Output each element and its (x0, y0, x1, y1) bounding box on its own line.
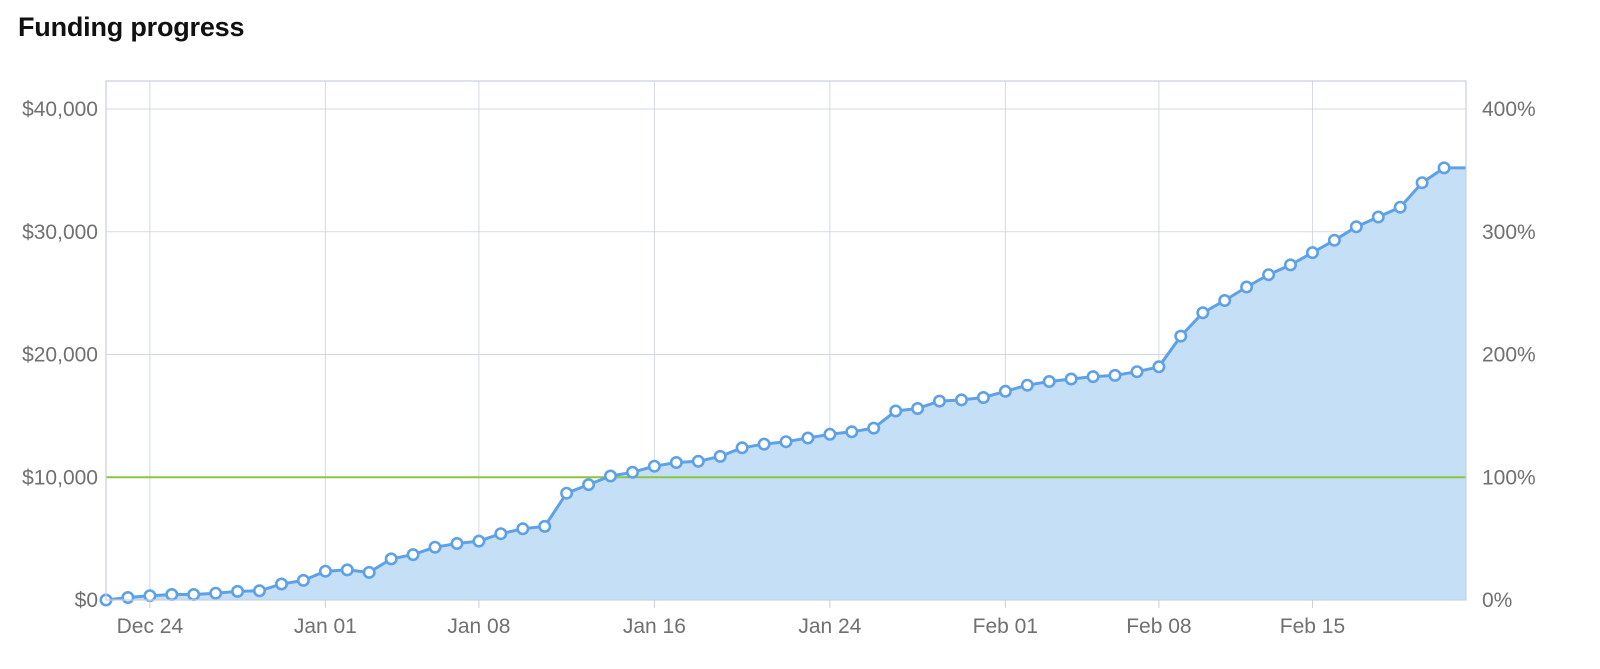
y-tick-label: $20,000 (22, 344, 98, 367)
data-point (1152, 360, 1166, 374)
y-tick-label: $30,000 (22, 221, 98, 244)
chart-title: Funding progress (18, 12, 245, 42)
data-point (779, 435, 793, 449)
data-point (647, 459, 661, 473)
data-point (274, 577, 288, 591)
data-point (560, 486, 574, 500)
data-point (406, 548, 420, 562)
data-point (1174, 329, 1188, 343)
data-point (1437, 161, 1451, 175)
x-tick-label: Jan 16 (623, 615, 686, 638)
y2-tick-label: 300% (1482, 221, 1536, 244)
x-tick-label: Feb 15 (1280, 615, 1345, 638)
data-point (582, 478, 596, 492)
y-tick-label: $40,000 (22, 98, 98, 121)
x-tick-label: Dec 24 (117, 615, 184, 638)
data-point (1306, 246, 1320, 260)
data-point (472, 534, 486, 548)
data-point (384, 552, 398, 566)
data-point (603, 469, 617, 483)
data-point (713, 449, 727, 463)
data-point (932, 394, 946, 408)
y-axis-left: $0 $10,000 $20,000 $30,000 $40,000 (22, 98, 98, 612)
data-point (209, 586, 223, 600)
data-point (1240, 280, 1254, 294)
x-tick-label: Feb 08 (1126, 615, 1191, 638)
data-point (1130, 365, 1144, 379)
data-point (165, 587, 179, 601)
data-point (1218, 293, 1232, 307)
data-point (1042, 374, 1056, 388)
data-point (823, 427, 837, 441)
data-point (1020, 378, 1034, 392)
data-point (516, 522, 530, 536)
data-point (735, 441, 749, 455)
data-point (911, 401, 925, 415)
data-point (121, 590, 135, 604)
data-point (998, 384, 1012, 398)
data-point (143, 589, 157, 603)
data-point (340, 563, 354, 577)
data-point (801, 431, 815, 445)
data-point (1284, 258, 1298, 272)
data-point (954, 393, 968, 407)
y2-tick-label: 200% (1482, 344, 1536, 367)
data-point (1349, 220, 1363, 234)
data-point (1262, 268, 1276, 282)
data-point (669, 455, 683, 469)
data-point (187, 587, 201, 601)
data-point (867, 421, 881, 435)
y-tick-label: $10,000 (22, 466, 98, 489)
data-point (625, 465, 639, 479)
data-point (845, 425, 859, 439)
data-point (362, 565, 376, 579)
y2-tick-label: 100% (1482, 466, 1536, 489)
x-tick-label: Jan 24 (798, 615, 861, 638)
x-axis: Dec 24 Jan 01 Jan 08 Jan 16 Jan 24 Feb 01 Feb … (117, 600, 1345, 638)
data-point (1327, 233, 1341, 247)
data-point (1064, 372, 1078, 386)
x-tick-label: Jan 08 (447, 615, 510, 638)
y2-tick-label: 400% (1482, 98, 1536, 121)
data-point (691, 454, 705, 468)
x-tick-label: Jan 01 (294, 615, 357, 638)
funding-area-fill (106, 167, 1466, 600)
data-point (428, 540, 442, 554)
data-point (757, 437, 771, 451)
plot-border (105, 80, 1467, 601)
data-point (318, 564, 332, 578)
data-points (99, 161, 1451, 607)
data-point (296, 573, 310, 587)
data-point (253, 584, 267, 598)
data-point (889, 404, 903, 418)
y-axis-right: 0% 100% 200% 300% 400% (1482, 98, 1536, 612)
data-point (1086, 370, 1100, 384)
data-point (1393, 200, 1407, 214)
data-point (450, 536, 464, 550)
x-tick-label: Feb 01 (973, 615, 1038, 638)
data-point (1196, 306, 1210, 320)
y2-tick-label: 0% (1482, 589, 1512, 612)
data-point (1371, 210, 1385, 224)
data-point (494, 527, 508, 541)
data-point (1415, 176, 1429, 190)
data-point (231, 584, 245, 598)
data-point (976, 390, 990, 404)
data-point (1108, 368, 1122, 382)
data-point (538, 519, 552, 533)
y-tick-label: $0 (75, 589, 98, 612)
